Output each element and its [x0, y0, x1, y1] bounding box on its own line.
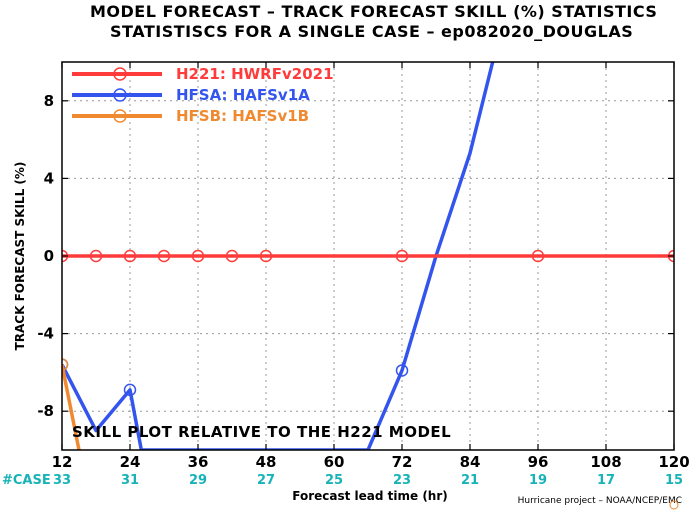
y-tick-label: 8 [44, 92, 54, 110]
series-marker [157, 249, 171, 263]
legend-marker-hfsb [113, 109, 127, 123]
legend-item-h221: H221: HWRFv2021 [72, 65, 334, 83]
x-tick-label: 72 [392, 453, 413, 471]
series-0 [62, 249, 674, 263]
series-marker [259, 249, 273, 263]
x-tick-label: 96 [528, 453, 549, 471]
credit-marker [669, 500, 679, 510]
case-count: 21 [461, 473, 479, 488]
case-count: 31 [121, 473, 139, 488]
legend-label-h221: H221: HWRFv2021 [176, 65, 334, 83]
series-marker [225, 249, 239, 263]
x-tick-label: 12 [52, 453, 73, 471]
case-count: 25 [325, 473, 343, 488]
legend-marker-h221 [113, 67, 127, 81]
series-marker [89, 249, 103, 263]
series-marker [62, 358, 69, 371]
x-axis-label: Forecast lead time (hr) [292, 489, 448, 503]
case-count: 15 [665, 473, 683, 488]
y-tick-label: -8 [37, 402, 54, 420]
skill-annotation: SKILL PLOT RELATIVE TO THE H221 MODEL [72, 423, 451, 441]
legend-item-hfsb: HFSB: HAFSv1B [72, 107, 309, 125]
y-axis-label: TRACK FORECAST SKILL (%) [13, 162, 27, 351]
case-counts: 33 31 29 27 25 23 21 19 17 15 [53, 473, 683, 488]
credit-text: Hurricane project – NOAA/NCEP/EMC [518, 496, 682, 506]
series-marker [395, 249, 409, 263]
y-tick-label: -4 [37, 325, 54, 343]
series-marker [191, 249, 205, 263]
x-tick-label: 120 [658, 453, 689, 471]
series-line [62, 364, 81, 450]
chart-title: MODEL FORECAST – TRACK FORECAST SKILL (%… [90, 2, 657, 21]
legend-label-hfsb: HFSB: HAFSv1B [176, 107, 309, 125]
series-marker [395, 364, 409, 377]
legend-item-hfsa: HFSA: HAFSv1A [72, 86, 310, 104]
legend-marker-hfsa [113, 88, 127, 102]
x-tick-label: 36 [188, 453, 209, 471]
case-count: 29 [189, 473, 207, 488]
x-tick-label: 60 [324, 453, 345, 471]
y-tick-label: 0 [44, 247, 54, 265]
x-tick-label: 48 [256, 453, 277, 471]
series-layer [62, 62, 674, 450]
case-count: 17 [597, 473, 615, 488]
x-tick-label: 84 [460, 453, 481, 471]
x-tick-label: 108 [590, 453, 621, 471]
legend-label-hfsa: HFSA: HAFSv1A [176, 86, 310, 104]
series-marker [123, 249, 137, 263]
case-label: #CASE [2, 473, 51, 488]
case-count: 19 [529, 473, 547, 488]
series-line [62, 62, 495, 450]
y-tick-label: 4 [44, 169, 54, 187]
series-marker [531, 249, 545, 263]
legend: H221: HWRFv2021 HFSA: HAFSv1A HFSB: HAFS… [72, 65, 334, 125]
series-2 [62, 358, 81, 450]
case-count: 23 [393, 473, 411, 488]
series-marker [123, 383, 137, 397]
x-tick-label: 24 [120, 453, 141, 471]
case-count: 27 [257, 473, 275, 488]
chart-subtitle: STATISTISCS FOR A SINGLE CASE – ep082020… [110, 22, 633, 41]
case-count: 33 [53, 473, 71, 488]
